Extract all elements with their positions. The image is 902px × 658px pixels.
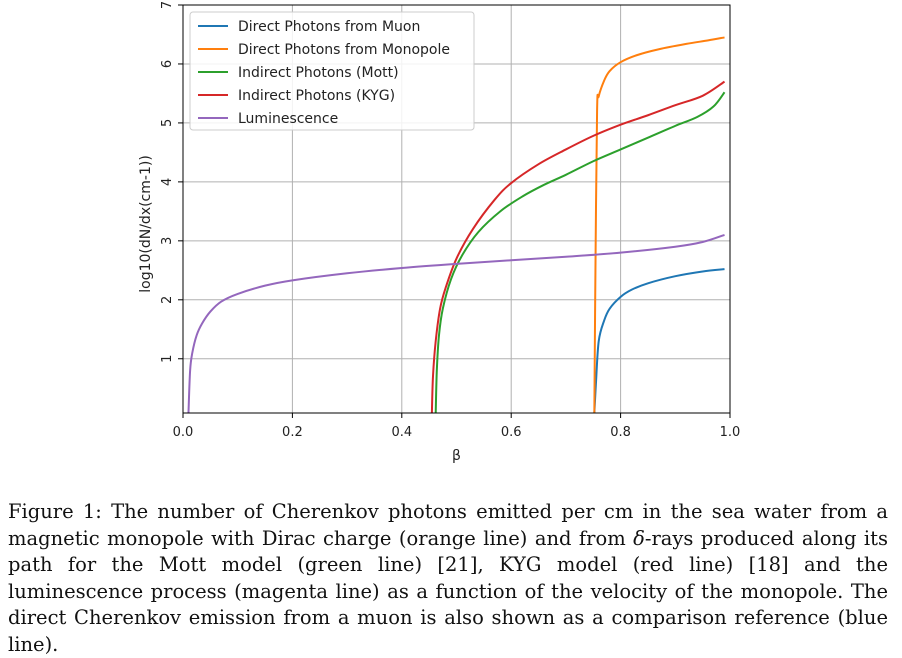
figure-caption: Figure 1: The number of Cherenkov photon… xyxy=(8,499,888,658)
y-tick-label: 4 xyxy=(160,178,175,186)
series-line-4 xyxy=(187,233,725,414)
y-tick-label: 6 xyxy=(160,60,175,68)
x-tick-label: 1.0 xyxy=(720,425,741,440)
series-line-3 xyxy=(430,80,726,414)
series-line-2 xyxy=(434,91,726,414)
caption-prefix: Figure 1: The number of Cherenkov photon… xyxy=(8,500,888,550)
series-line-0 xyxy=(593,268,725,414)
figure-chart: 0.0 0.2 0.4 0.6 0.8 1.0 1 2 3 4 5 6 7 Direct Photons… xyxy=(138,1,740,464)
legend-box xyxy=(189,11,475,131)
chart-svg: 0.0 0.2 0.4 0.6 0.8 1.0 1 2 3 4 5 6 7 Direct Photons… xyxy=(138,1,740,464)
y-tick-label: 7 xyxy=(160,1,175,9)
caption-delta-symbol: δ xyxy=(633,526,645,550)
y-tick-label: 1 xyxy=(160,355,175,363)
x-tick-label: 0.6 xyxy=(501,425,522,440)
legend-label-4: Luminescence xyxy=(238,111,338,127)
plot-frame xyxy=(182,4,731,414)
x-tick-label: 0.4 xyxy=(391,425,412,440)
y-tick-label: 5 xyxy=(160,119,175,127)
x-tick-label: 0.0 xyxy=(173,425,194,440)
series-line-1 xyxy=(593,36,725,414)
y-axis-label: log10(dN/dx(cm-1)) xyxy=(138,155,154,293)
legend: Direct Photons from Muon Direct Photons f… xyxy=(189,11,475,131)
series-layer xyxy=(187,36,726,414)
y-tick-label: 2 xyxy=(160,296,175,304)
legend-label-3: Indirect Photons (KYG) xyxy=(238,88,395,104)
y-tick-label: 3 xyxy=(160,237,175,245)
legend-label-0: Direct Photons from Muon xyxy=(238,19,420,35)
x-tick-label: 0.2 xyxy=(282,425,303,440)
x-tick-label: 0.8 xyxy=(610,425,631,440)
x-axis-label: β xyxy=(452,448,461,464)
axis-ticks: 0.0 0.2 0.4 0.6 0.8 1.0 1 2 3 4 5 6 7 xyxy=(160,1,740,440)
legend-label-1: Direct Photons from Monopole xyxy=(238,42,450,58)
legend-label-2: Indirect Photons (Mott) xyxy=(238,65,399,81)
caption-suffix: -rays produced along its path for the Mo… xyxy=(8,526,888,656)
